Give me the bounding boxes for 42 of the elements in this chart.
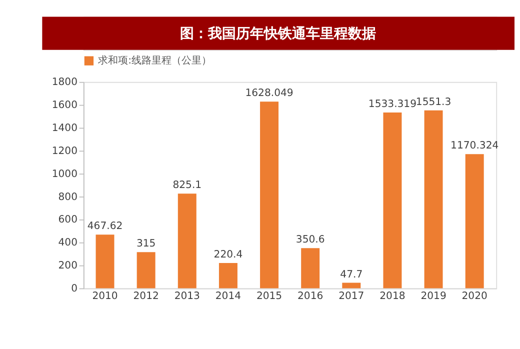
y-tick-label: 1800 [52, 77, 78, 88]
x-tick-label: 2017 [338, 290, 364, 302]
x-tick-label: 2012 [133, 290, 159, 302]
x-tick-label: 2019 [420, 290, 446, 302]
bar [260, 102, 279, 288]
bar [301, 248, 320, 288]
x-tick-label: 2014 [215, 290, 242, 302]
x-tick-label: 2010 [92, 290, 118, 302]
data-label: 1533.319 [368, 98, 417, 110]
bar [96, 234, 114, 288]
y-tick-label: 400 [58, 238, 78, 249]
x-tick-label: 2015 [256, 290, 282, 302]
data-label: 1551.3 [416, 96, 452, 108]
data-label: 467.62 [87, 221, 123, 232]
data-label: 1628.049 [245, 88, 294, 100]
bar [136, 252, 156, 288]
bar [178, 194, 196, 288]
x-tick-label: 2013 [174, 290, 200, 302]
y-tick-label: 200 [58, 260, 78, 272]
bar [218, 263, 238, 288]
y-tick-label: 1400 [52, 122, 78, 134]
x-tick-label: 2020 [462, 290, 488, 302]
x-tick-label: 2018 [380, 290, 406, 302]
data-label: 825.1 [172, 180, 202, 192]
data-label: 1170.324 [450, 140, 499, 152]
y-tick-label: 800 [58, 192, 78, 203]
y-tick-label: 0 [71, 283, 78, 294]
data-label: 220.4 [214, 250, 243, 260]
data-label: 315 [136, 238, 156, 250]
bar [383, 112, 402, 288]
legend-label: 求和项:线路里程（公里） [98, 54, 212, 67]
x-tick-label: 2016 [298, 290, 324, 302]
data-label: 47.7 [340, 269, 363, 280]
y-tick-label: 600 [58, 214, 78, 226]
chart-title: 图：我国历年快铁通车里程数据 [180, 24, 376, 42]
y-tick-label: 1600 [52, 100, 78, 112]
bar [342, 282, 361, 288]
bar [465, 154, 484, 288]
data-label: 350.6 [296, 234, 325, 246]
bar [424, 110, 443, 288]
y-tick-label: 1200 [52, 146, 78, 157]
y-tick-label: 1000 [52, 168, 78, 180]
